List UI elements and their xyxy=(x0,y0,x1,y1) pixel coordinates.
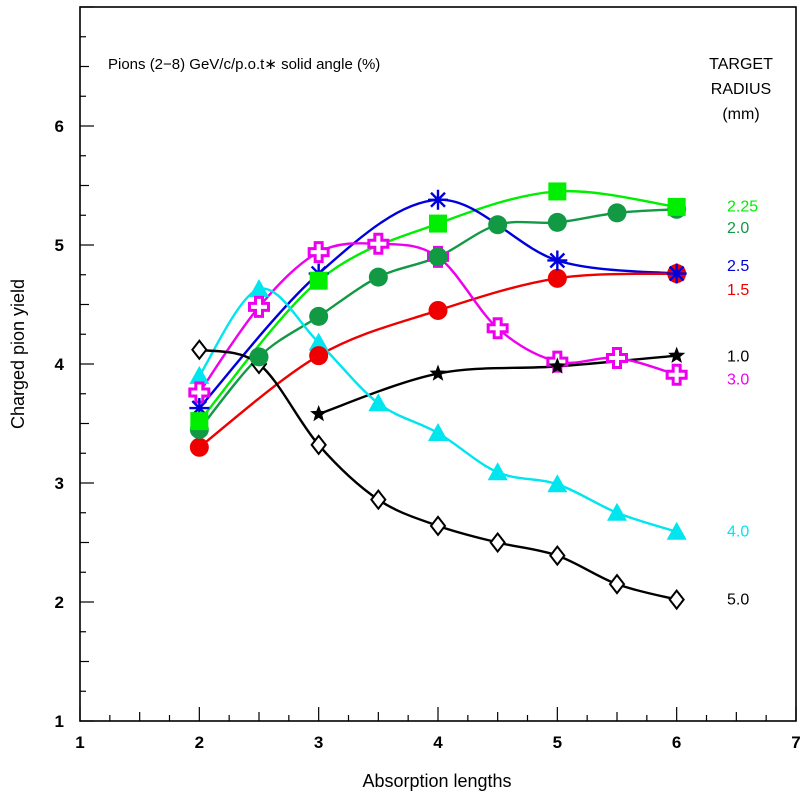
axis-tick-labels: 1 2 3 4 5 6 7 1 2 3 4 5 6 xyxy=(55,117,801,752)
series-line xyxy=(198,272,677,449)
x-tick-label: 7 xyxy=(791,733,800,752)
data-point xyxy=(310,404,328,422)
series-label: 2.25 xyxy=(727,199,758,216)
data-point xyxy=(307,241,330,264)
y-tick-label: 6 xyxy=(55,117,64,136)
data-point xyxy=(608,573,626,595)
data-point xyxy=(429,214,447,233)
series-labels: 2.25 2.0 2.5 1.5 1.0 3.0 4.0 5.0 xyxy=(727,199,758,609)
data-point xyxy=(249,279,269,298)
x-tick-label: 3 xyxy=(314,733,323,752)
y-axis-title: Charged pion yield xyxy=(8,279,28,429)
data-point xyxy=(547,250,568,271)
series-label: 1.5 xyxy=(727,282,749,299)
data-point xyxy=(489,531,506,554)
data-point xyxy=(666,263,687,284)
data-point xyxy=(549,544,566,567)
series-label: 2.0 xyxy=(727,220,749,237)
data-point xyxy=(370,489,387,511)
series-line xyxy=(199,348,677,601)
data-point xyxy=(668,588,685,611)
data-point xyxy=(189,437,209,457)
data-point xyxy=(189,398,210,419)
data-point xyxy=(310,434,327,456)
x-tick-label: 2 xyxy=(195,733,204,752)
data-point xyxy=(249,347,269,367)
legend-title-line-2: RADIUS xyxy=(711,81,771,98)
y-tick-label: 3 xyxy=(55,474,64,493)
data-point xyxy=(666,521,687,540)
data-point xyxy=(607,203,627,223)
data-point xyxy=(487,462,508,481)
data-point xyxy=(308,332,329,351)
data-point xyxy=(488,215,508,235)
data-point xyxy=(428,189,448,210)
data-point xyxy=(190,412,209,431)
data-point xyxy=(548,182,567,201)
x-tick-label: 5 xyxy=(553,733,562,752)
data-point xyxy=(547,268,567,288)
data-point xyxy=(665,363,688,386)
data-point xyxy=(367,232,390,255)
data-point xyxy=(428,423,448,442)
x-tick-label: 1 xyxy=(75,733,84,752)
data-point xyxy=(191,339,208,361)
data-point xyxy=(429,364,447,381)
data-point xyxy=(668,346,686,363)
data-point xyxy=(188,381,211,404)
legend-title-line-3: (mm) xyxy=(722,106,759,123)
plot-frame xyxy=(79,6,797,722)
x-axis-title: Absorption lengths xyxy=(362,771,511,791)
data-point xyxy=(309,346,329,366)
x-tick-label: 6 xyxy=(672,733,681,752)
y-tick-label: 1 xyxy=(55,712,64,731)
data-point xyxy=(309,271,328,290)
y-tick-label: 5 xyxy=(55,236,64,255)
data-point xyxy=(667,197,686,216)
data-point xyxy=(606,347,628,370)
data-point xyxy=(607,502,627,521)
series-label: 4.0 xyxy=(727,524,749,541)
data-point xyxy=(309,306,329,326)
data-point xyxy=(368,267,388,287)
data-point xyxy=(547,474,568,493)
series-markers xyxy=(188,182,688,611)
x-tick-label: 4 xyxy=(433,733,443,752)
data-point xyxy=(368,393,389,412)
y-tick-label: 4 xyxy=(55,355,65,374)
chart-annotation: Pions (2−8) GeV/c/p.o.t∗ solid angle (%) xyxy=(108,56,380,73)
data-point xyxy=(428,300,448,320)
data-point xyxy=(248,295,270,318)
data-point xyxy=(548,357,566,374)
data-point xyxy=(429,515,447,537)
data-point xyxy=(486,317,509,340)
series-label: 3.0 xyxy=(727,371,749,388)
series-label: 1.0 xyxy=(727,349,749,366)
axis-ticks xyxy=(79,6,797,722)
legend-title-line-1: TARGET xyxy=(709,56,773,73)
data-point xyxy=(428,247,448,267)
series-label: 2.5 xyxy=(727,258,749,275)
y-tick-label: 2 xyxy=(55,593,64,612)
series-line xyxy=(198,287,678,533)
series-label: 5.0 xyxy=(727,591,749,608)
data-point xyxy=(189,365,210,384)
data-point xyxy=(547,212,567,232)
